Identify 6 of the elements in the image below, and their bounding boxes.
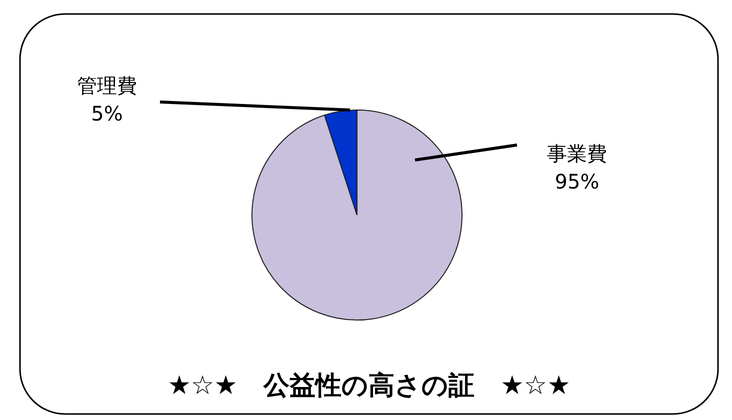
pie-slice: [252, 110, 462, 320]
text: ★☆★ 公益性の高さの証 ★☆★: [166, 370, 572, 403]
data-label: 95%: [554, 169, 600, 194]
data-label: 5%: [91, 101, 123, 126]
slice-label: 事業費: [547, 141, 607, 166]
slice-label: 管理費: [77, 73, 137, 98]
